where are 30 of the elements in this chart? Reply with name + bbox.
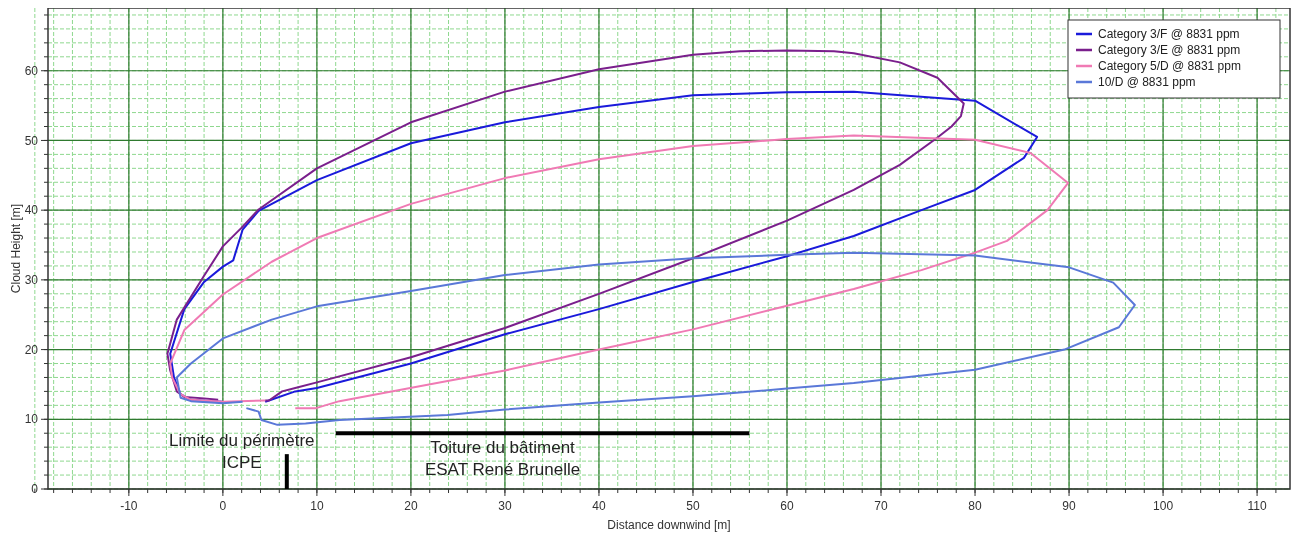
x-tick-label: 70	[874, 499, 889, 513]
line-series	[169, 90, 1039, 403]
x-tick-label: 90	[1062, 499, 1077, 513]
legend-label: Category 5/D @ 8831 ppm	[1098, 59, 1241, 74]
y-tick-label: 50	[24, 133, 39, 148]
x-tick-label: 20	[404, 499, 418, 513]
line-series	[166, 49, 965, 402]
line-series	[169, 134, 1070, 410]
x-tick-label: 40	[592, 499, 606, 513]
y-tick-label: 0	[31, 482, 39, 497]
x-tick-label: 10	[310, 499, 324, 513]
x-tick-label: 100	[1153, 499, 1174, 513]
y-tick-label: 20	[24, 342, 39, 357]
x-tick-label: 50	[686, 499, 700, 513]
x-tick-label: -10	[120, 499, 138, 513]
legend-label: Category 3/F @ 8831 ppm	[1098, 27, 1240, 42]
x-tick-label: 60	[780, 499, 794, 513]
x-axis-title: Distance downwind [m]	[607, 518, 731, 532]
line-series	[175, 251, 1136, 426]
legend-label: 10/D @ 8831 ppm	[1098, 75, 1196, 90]
y-tick-label: 60	[24, 63, 39, 78]
y-tick-label: 40	[24, 203, 39, 218]
y-tick-label: 30	[24, 273, 39, 288]
x-tick-label: 0	[219, 499, 227, 513]
x-tick-label: 110	[1247, 499, 1267, 513]
legend-label: Category 3/E @ 8831 ppm	[1098, 43, 1241, 58]
x-tick-label: 30	[498, 499, 512, 513]
x-tick-label: 80	[968, 499, 983, 513]
y-axis-title: Cloud Height [m]	[9, 203, 23, 294]
y-tick-label: 10	[24, 412, 39, 427]
